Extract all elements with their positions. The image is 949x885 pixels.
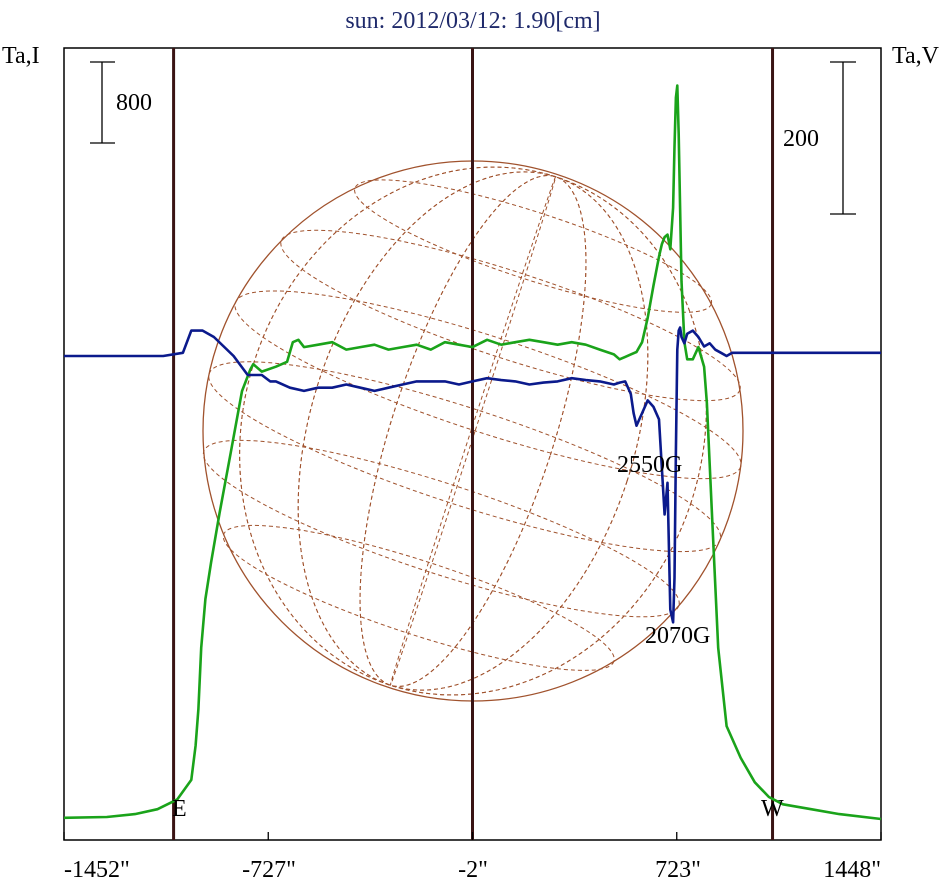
intensity-series-line: [63, 84, 882, 821]
west-limb-label: W: [761, 796, 784, 822]
latitude-line: [280, 229, 741, 402]
x-tick-label: -727": [242, 857, 296, 883]
longitude-line: [297, 171, 649, 691]
x-tick-label: -2": [458, 857, 488, 883]
plot-frame: [63, 47, 882, 841]
scale-bar-left-label: 800: [116, 90, 152, 116]
longitude-line: [359, 175, 587, 687]
latitude-line: [354, 179, 713, 313]
east-limb-label: E: [172, 796, 187, 822]
text-group: sun: 2012/03/12: 1.90[cm] Ta,I Ta,V 800 200 E…: [2, 8, 940, 883]
series-group: [63, 84, 882, 821]
scale-bar-right-label: 200: [783, 126, 819, 152]
annotation-2550g: 2550G: [617, 452, 682, 478]
chart-title: sun: 2012/03/12: 1.90[cm]: [345, 8, 600, 34]
y-label-right: Ta,V: [892, 43, 940, 69]
x-tick-label: 1448": [823, 857, 881, 883]
polarization-series-line: [64, 326, 881, 624]
longitude-line: [239, 166, 707, 696]
annotation-2070g: 2070G: [645, 623, 710, 649]
latitude-line: [222, 524, 615, 671]
y-label-left: Ta,I: [2, 43, 40, 69]
x-tick-label: -1452": [64, 857, 130, 883]
latitude-line: [202, 439, 680, 618]
x-tick-label: 723": [655, 857, 701, 883]
latitude-line: [208, 361, 722, 553]
